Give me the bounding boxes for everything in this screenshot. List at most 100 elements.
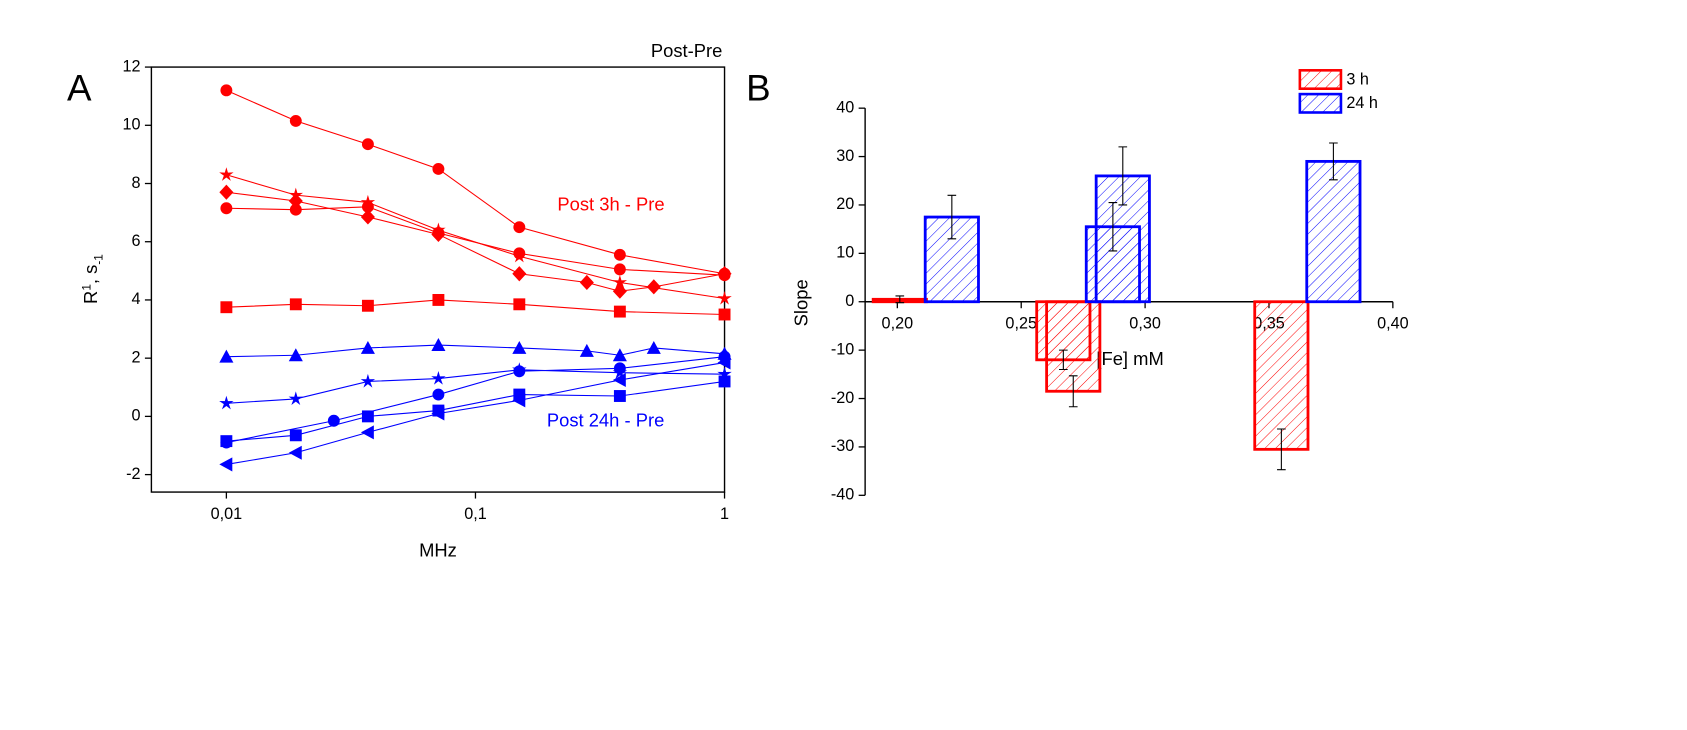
marker [431,370,446,385]
marker [612,283,627,299]
y-tick-label: -40 [831,486,854,504]
marker [361,200,374,213]
panel-label: B [746,68,771,109]
marker [432,227,445,239]
error-bar [1329,142,1338,181]
error-bar [947,194,957,240]
y-tick-label: 10 [123,116,141,134]
y-tick-label: 0 [132,407,141,425]
annotation: Post 3h - Pre [557,193,664,214]
marker [717,366,732,381]
y-tick-label: -2 [126,465,140,483]
panel-label: A [67,68,92,109]
y-axis-label: R1, s-1 [80,254,106,304]
panel: B [Fe] mM Slope -40 -30 -20 -10 0 10 20 30 40 0,20 0,… [746,68,1408,504]
marker [219,395,234,410]
marker [613,263,626,276]
marker [717,290,732,305]
legend-swatch [1298,92,1343,114]
error-bar [1108,201,1118,252]
legend-label: 3 h [1346,70,1369,88]
marker [360,340,375,354]
legend-label: 24 h [1346,94,1378,112]
marker [432,388,445,401]
error-bar [1068,375,1078,408]
marker [646,279,661,295]
marker [512,266,527,282]
marker [612,372,626,388]
y-tick-label: 4 [132,290,141,308]
marker [289,298,302,311]
marker [288,348,303,362]
error-bar [1118,146,1128,206]
marker [220,301,233,314]
y-tick-label: 0 [845,292,854,310]
chart-title: Post-Pre [651,40,722,61]
marker [361,138,374,151]
marker [288,193,303,209]
y-tick-label: 6 [132,232,141,250]
marker [613,390,626,402]
x-tick-label: 0,30 [1129,315,1161,333]
marker [361,410,374,423]
marker [360,373,376,388]
series-line [226,356,725,444]
y-axis-label-part: , s [80,265,101,284]
marker [327,414,340,427]
marker [718,375,731,388]
y-tick-label: -30 [831,437,854,455]
marker [220,435,233,448]
marker [432,163,445,175]
y-tick-label: -10 [831,340,854,358]
marker [513,221,526,234]
x-tick-label: 0,40 [1377,315,1409,333]
y-axis-label-part: R [80,291,101,304]
marker [718,308,731,321]
y-tick-label: 12 [123,57,141,75]
x-tick-label: 0,25 [1005,315,1037,333]
marker [219,349,234,363]
marker [613,305,626,318]
marker [512,393,526,408]
marker [612,348,627,362]
marker [288,445,302,460]
y-axis-label-part: 1 [80,284,94,291]
x-tick-label: 0,01 [211,505,243,523]
marker [513,247,526,260]
marker [360,209,375,225]
y-tick-label: 30 [836,147,854,165]
marker [513,298,526,311]
marker [613,248,626,261]
marker [220,202,233,215]
marker [613,362,626,375]
marker [289,114,302,127]
y-axis-label-part: -1 [92,254,106,265]
marker [612,274,628,289]
error-bar [1059,349,1068,371]
x-axis-label: MHz [419,539,457,560]
y-tick-label: 2 [132,348,141,366]
marker [289,203,302,216]
marker [513,365,526,378]
error-bar [1277,428,1286,471]
y-tick-label: 40 [836,98,854,116]
marker [220,84,233,97]
error-bar [895,295,905,304]
marker [432,293,445,306]
bar [1253,300,1310,451]
y-tick-label: 20 [836,195,854,213]
marker [512,340,527,354]
marker [219,167,234,181]
y-axis-label: Slope [790,279,811,326]
marker [219,457,233,472]
marker [718,269,731,282]
annotation: Post 24h - Pre [547,410,664,431]
y-tick-label: -20 [831,389,854,407]
marker [579,274,594,291]
marker [646,340,661,354]
marker [361,299,374,312]
y-tick-label: 8 [132,174,141,192]
legend-swatch [1298,69,1343,90]
